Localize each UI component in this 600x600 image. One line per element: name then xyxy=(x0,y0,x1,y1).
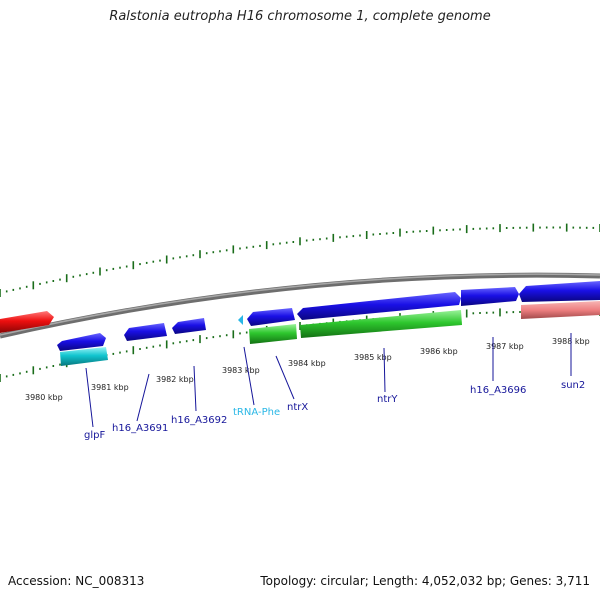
feature-ntrY-cds[interactable] xyxy=(300,310,462,338)
feature-trna-phe[interactable] xyxy=(238,315,243,325)
scale-label: 3985 kbp xyxy=(354,353,392,362)
feature-gene-1[interactable] xyxy=(57,333,106,351)
gene-label-sun2[interactable]: sun2 xyxy=(561,380,585,391)
feature-ntrX-cds[interactable] xyxy=(249,324,297,344)
feature-ntrX[interactable] xyxy=(247,308,295,326)
genome-title: Ralstonia eutropha H16 chromosome 1, com… xyxy=(109,9,491,24)
accession-text: Accession: NC_008313 xyxy=(8,574,145,588)
gene-label-ntrY[interactable]: ntrY xyxy=(377,394,398,405)
feature-sun2[interactable] xyxy=(519,281,600,302)
feature-h16-A3691[interactable] xyxy=(124,323,167,341)
gene-label-glpF[interactable]: glpF xyxy=(84,430,105,441)
topology-text: Topology: circular; Length: 4,052,032 bp… xyxy=(260,574,590,588)
scale-label: 3984 kbp xyxy=(288,359,326,368)
gene-label-ntrX[interactable]: ntrX xyxy=(287,402,308,413)
scale-label: 3981 kbp xyxy=(91,383,129,392)
feature-red-arrow[interactable] xyxy=(0,311,54,333)
feature-h16-A3692[interactable] xyxy=(172,318,206,334)
feature-h16-A3696[interactable] xyxy=(461,287,519,306)
gene-label-h16-A3691[interactable]: h16_A3691 xyxy=(112,423,168,434)
scale-label: 3982 kbp xyxy=(156,375,194,384)
gene-label-h16-A3692[interactable]: h16_A3692 xyxy=(171,415,227,426)
chromosome-backbone xyxy=(0,272,600,339)
scale-label: 3980 kbp xyxy=(25,393,63,402)
upper-tick-ring xyxy=(0,223,600,297)
feature-glpF-rna[interactable] xyxy=(60,347,108,366)
feature-pink[interactable] xyxy=(521,301,600,319)
feature-ntrY[interactable] xyxy=(297,292,461,320)
scale-label: 3983 kbp xyxy=(222,366,260,375)
gene-label-trna-phe[interactable]: tRNA-Phe xyxy=(233,407,280,418)
scale-label: 3986 kbp xyxy=(420,347,458,356)
gene-label-h16-A3696[interactable]: h16_A3696 xyxy=(470,385,526,396)
scale-label: 3987 kbp xyxy=(486,342,524,351)
label-leaders xyxy=(85,333,572,428)
